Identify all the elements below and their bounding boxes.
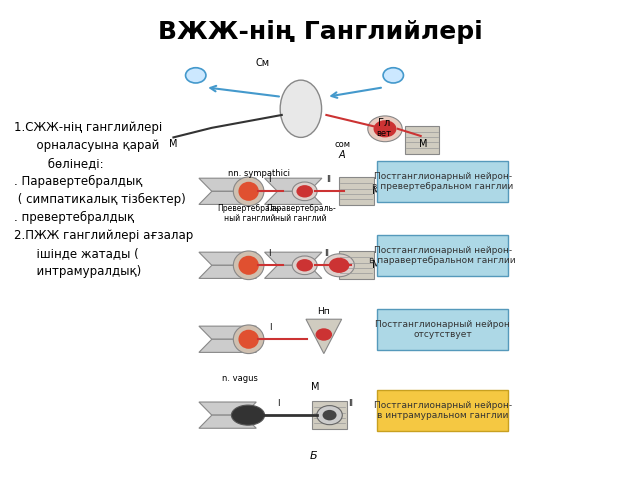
- Text: M: M: [169, 139, 178, 149]
- Circle shape: [324, 254, 355, 277]
- Polygon shape: [199, 265, 256, 278]
- Polygon shape: [306, 319, 342, 354]
- Circle shape: [329, 258, 349, 273]
- FancyBboxPatch shape: [378, 309, 508, 350]
- Circle shape: [368, 116, 402, 142]
- Ellipse shape: [280, 80, 321, 137]
- Text: сом: сом: [334, 140, 350, 149]
- Polygon shape: [199, 326, 256, 339]
- Text: Гл: Гл: [378, 119, 390, 129]
- FancyBboxPatch shape: [378, 235, 508, 276]
- Text: II: II: [326, 175, 331, 184]
- Text: См: См: [255, 58, 269, 68]
- Ellipse shape: [239, 330, 259, 349]
- Ellipse shape: [234, 325, 264, 354]
- Polygon shape: [264, 178, 322, 192]
- FancyBboxPatch shape: [378, 390, 508, 431]
- Ellipse shape: [232, 405, 264, 425]
- Ellipse shape: [239, 182, 259, 201]
- Circle shape: [323, 410, 337, 420]
- Circle shape: [296, 185, 313, 198]
- Text: M: M: [419, 139, 428, 149]
- Text: I: I: [268, 175, 270, 184]
- Polygon shape: [264, 192, 322, 204]
- Polygon shape: [264, 265, 322, 278]
- Text: nn. sympathici: nn. sympathici: [228, 168, 290, 178]
- Text: Превертебраль-
ный ганглий: Превертебраль- ный ганглий: [218, 204, 282, 223]
- Text: n. vagus: n. vagus: [223, 374, 259, 383]
- Circle shape: [292, 256, 317, 275]
- Polygon shape: [199, 178, 256, 192]
- FancyBboxPatch shape: [404, 126, 439, 154]
- Text: 1.СЖЖ-нің ганглийлері
      орналасуына қарай
         бөлінеді:
. Паравертебрал: 1.СЖЖ-нің ганглийлері орналасуына қарай …: [14, 120, 193, 278]
- Polygon shape: [199, 339, 256, 352]
- Text: II: II: [348, 398, 353, 408]
- Text: II: II: [324, 249, 329, 258]
- Circle shape: [317, 406, 342, 425]
- FancyBboxPatch shape: [339, 177, 374, 205]
- Text: Постганглионарный нейрон
отсутствует: Постганглионарный нейрон отсутствует: [375, 320, 510, 339]
- Ellipse shape: [239, 256, 259, 275]
- Ellipse shape: [383, 68, 403, 83]
- Text: I: I: [269, 323, 271, 332]
- Ellipse shape: [234, 177, 264, 205]
- Text: ВЖЖ-нің Ганглийлері: ВЖЖ-нің Ганглийлері: [157, 21, 483, 45]
- Text: Б: Б: [310, 451, 317, 461]
- FancyBboxPatch shape: [339, 251, 374, 279]
- Text: Постганглионарный нейрон-
в паравертебральном ганглии: Постганглионарный нейрон- в паравертебра…: [369, 246, 516, 265]
- Text: M: M: [310, 383, 319, 392]
- Circle shape: [292, 182, 317, 201]
- Circle shape: [374, 120, 396, 137]
- Polygon shape: [199, 252, 256, 265]
- Polygon shape: [199, 192, 256, 204]
- Polygon shape: [199, 415, 256, 428]
- Ellipse shape: [186, 68, 206, 83]
- Polygon shape: [264, 252, 322, 265]
- Text: Постганглионарный нейрон-
в превертебральном ганглии: Постганглионарный нейрон- в превертебрал…: [372, 172, 513, 191]
- Text: M: M: [372, 186, 381, 196]
- Circle shape: [296, 259, 313, 272]
- Ellipse shape: [234, 251, 264, 280]
- Circle shape: [316, 328, 332, 341]
- FancyBboxPatch shape: [312, 401, 347, 429]
- Text: A: A: [339, 150, 346, 160]
- Text: Паравертебраль-
ный ганглий: Паравертебраль- ный ганглий: [266, 204, 336, 223]
- FancyBboxPatch shape: [378, 161, 508, 202]
- Text: I: I: [277, 398, 280, 408]
- Text: вет: вет: [376, 129, 391, 138]
- Text: Постганглионарный нейрон-
в интрамуральном ганглии: Постганглионарный нейрон- в интрамуральн…: [374, 401, 512, 420]
- Text: I: I: [268, 249, 270, 258]
- Text: M: M: [372, 260, 381, 270]
- Text: Нп: Нп: [317, 308, 330, 316]
- Polygon shape: [199, 402, 256, 415]
